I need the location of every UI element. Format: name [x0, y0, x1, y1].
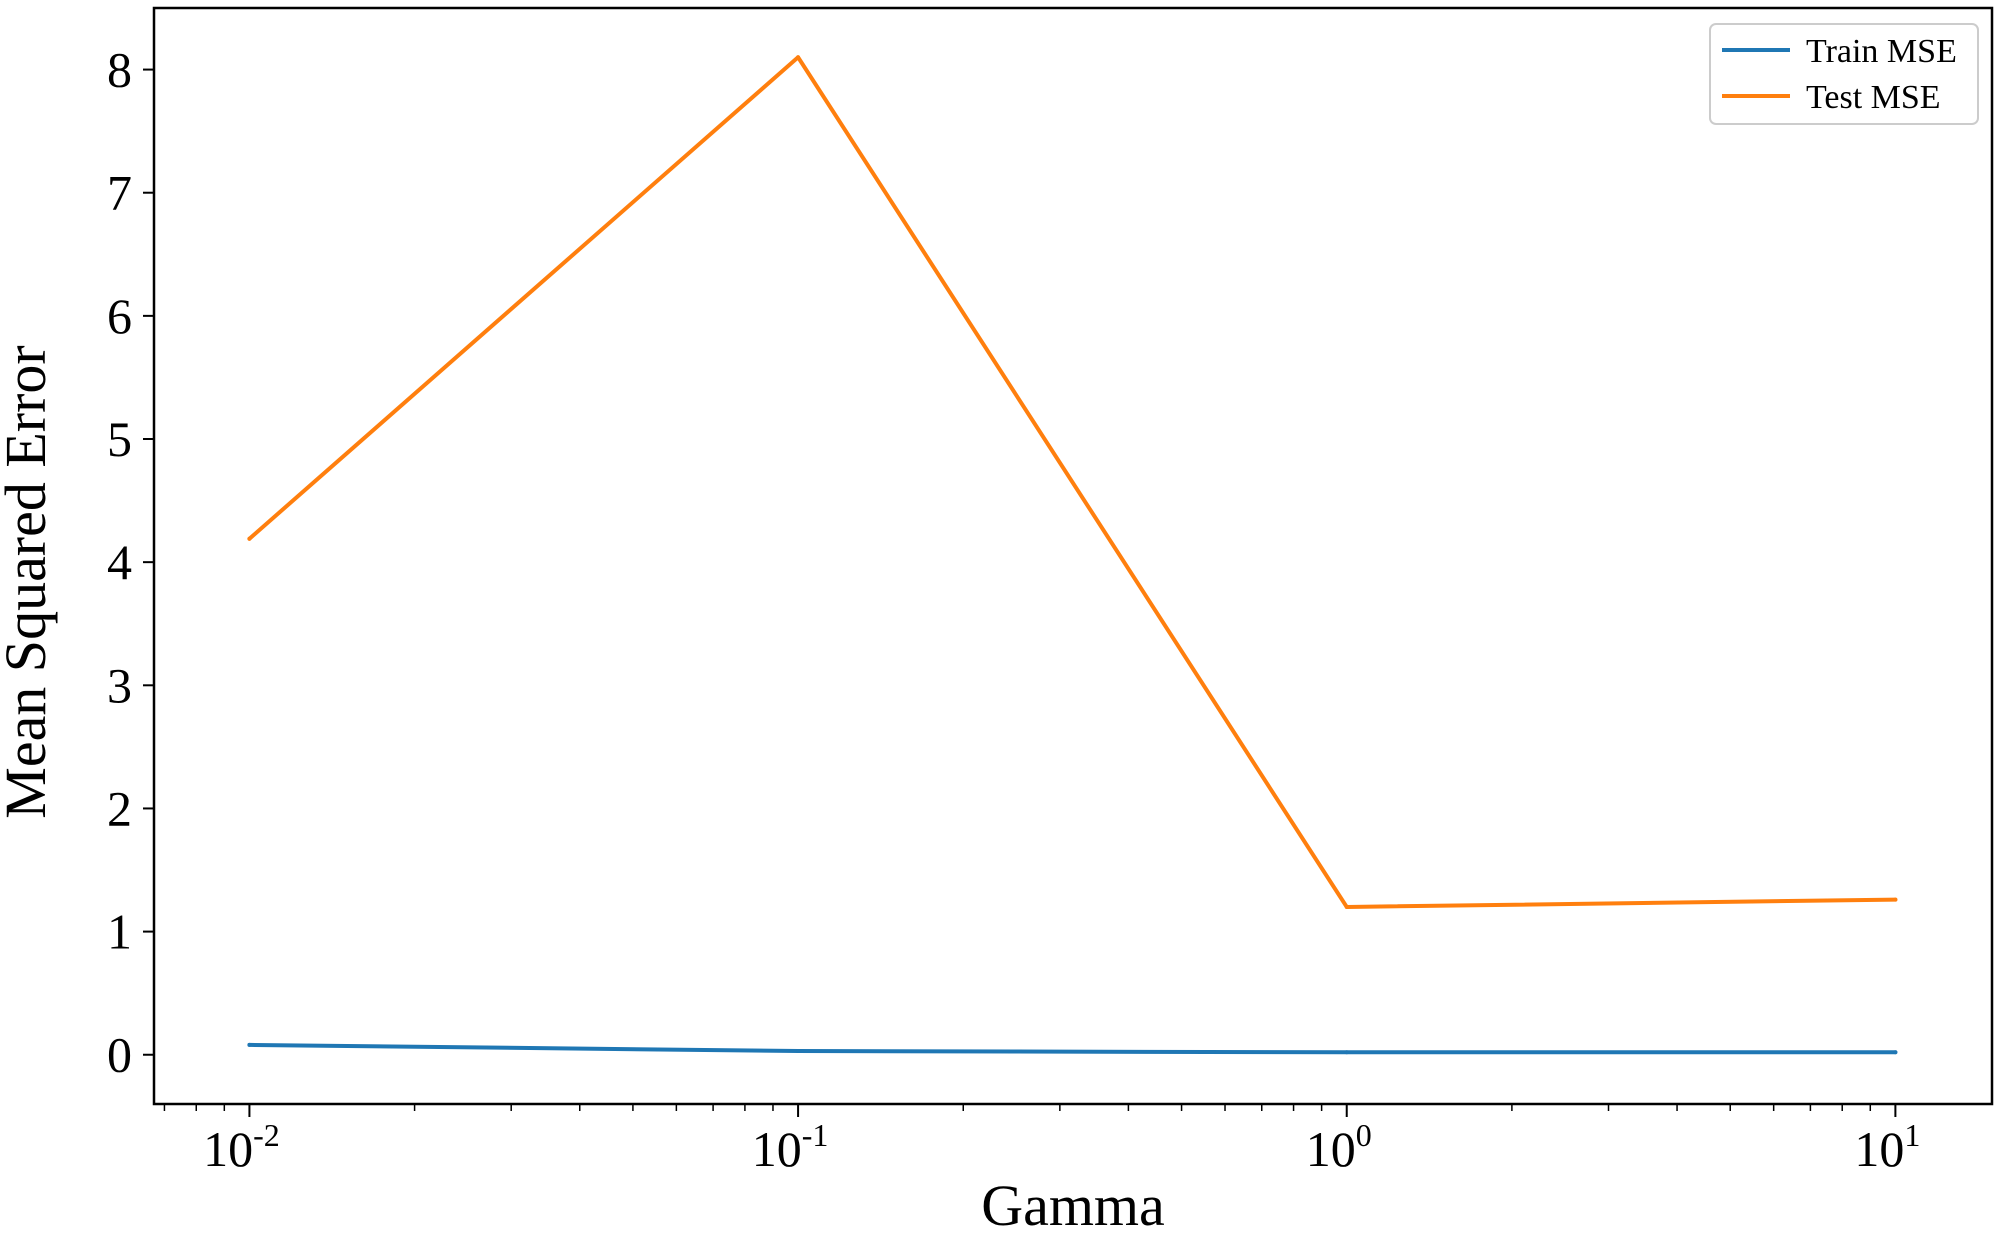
data-point-train-mse [1893, 1050, 1898, 1055]
y-tick-label: 0 [107, 1027, 132, 1083]
data-point-test-mse [796, 55, 801, 60]
y-axis-title: Mean Squared Error [0, 345, 58, 819]
series-line-test-mse [247, 55, 1898, 909]
x-tick-label: 101 [1854, 1117, 1920, 1177]
y-tick-label: 6 [107, 288, 132, 344]
x-tick-exponent: -1 [802, 1117, 829, 1153]
data-point-test-mse [1344, 904, 1349, 909]
x-tick-base: 10 [1854, 1121, 1904, 1177]
x-tick-exponent: -2 [253, 1117, 280, 1153]
series-layer [247, 55, 1898, 1055]
x-axis-title: Gamma [981, 1173, 1165, 1232]
data-point-test-mse [247, 536, 252, 541]
data-point-test-mse [1893, 897, 1898, 902]
x-minor-ticks [163, 1104, 1872, 1111]
legend-label: Test MSE [1806, 79, 1941, 116]
y-tick-label: 3 [107, 657, 132, 713]
x-axis: 10-2 10-1 100 101 [203, 1104, 1920, 1177]
legend: Train MSE Test MSE [1709, 23, 1979, 125]
y-tick-label: 5 [107, 411, 132, 467]
x-tick-label: 10-2 [203, 1117, 280, 1177]
data-point-train-mse [1344, 1050, 1349, 1055]
x-tick-base: 10 [752, 1121, 802, 1177]
data-point-train-mse [247, 1042, 252, 1047]
plot-frame [152, 6, 1994, 1106]
x-tick-exponent: 0 [1356, 1117, 1372, 1153]
y-axis: 0 1 2 3 4 5 6 7 8 [107, 42, 154, 1083]
series-line-train-mse [247, 1042, 1898, 1055]
y-tick-label: 8 [107, 42, 132, 98]
x-tick-exponent: 1 [1904, 1117, 1920, 1153]
x-tick-label: 100 [1306, 1117, 1372, 1177]
legend-label: Train MSE [1806, 33, 1957, 70]
y-tick-label: 2 [107, 780, 132, 836]
x-tick-base: 10 [1306, 1121, 1356, 1177]
y-tick-label: 1 [107, 904, 132, 960]
x-tick-base: 10 [203, 1121, 253, 1177]
y-tick-label: 4 [107, 534, 132, 590]
data-point-train-mse [796, 1049, 801, 1054]
x-tick-label: 10-1 [752, 1117, 829, 1177]
y-tick-label: 7 [107, 165, 132, 221]
